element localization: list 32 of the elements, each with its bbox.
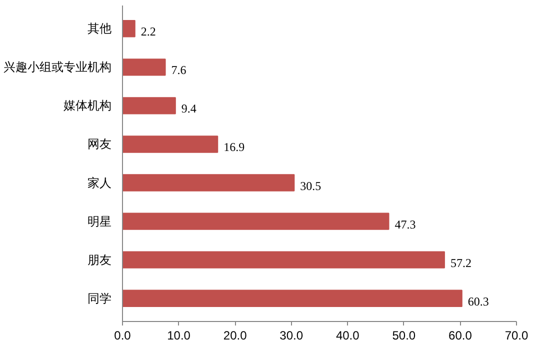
y-tick-label: 明星	[88, 214, 112, 228]
bar	[122, 290, 462, 307]
bar	[122, 251, 445, 268]
x-tick-label: 60.0	[448, 328, 472, 342]
bar	[122, 58, 166, 76]
y-tick-label: 其他	[88, 22, 112, 36]
bar	[122, 212, 390, 230]
x-tick-label: 10.0	[167, 328, 191, 342]
x-tick-label: 50.0	[392, 328, 416, 342]
data-label: 57.2	[450, 256, 472, 270]
x-tick-label: 20.0	[223, 328, 248, 342]
x-tick-label: 70.0	[504, 328, 529, 342]
y-tick-label: 兴趣小组或专业机构	[4, 60, 112, 74]
x-tick-label: 0.0	[114, 328, 132, 342]
data-label: 7.6	[171, 63, 186, 78]
y-tick-label: 家人	[88, 176, 112, 190]
y-tick-label: 朋友	[88, 252, 112, 267]
bar	[122, 136, 218, 153]
data-label: 30.5	[300, 178, 322, 193]
y-tick-label: 同学	[88, 291, 112, 306]
bar	[122, 174, 295, 192]
y-tick-label: 网友	[88, 137, 112, 152]
data-label: 16.9	[224, 140, 245, 154]
data-label: 9.4	[181, 102, 196, 116]
x-tick-label: 30.0	[280, 328, 304, 342]
y-tick-label: 媒体机构	[64, 98, 112, 113]
x-tick-label: 40.0	[336, 328, 360, 342]
data-label: 47.3	[394, 217, 416, 232]
data-label: 60.3	[468, 294, 489, 308]
bar	[122, 20, 136, 38]
bar	[122, 97, 176, 114]
data-label: 2.2	[140, 24, 156, 39]
